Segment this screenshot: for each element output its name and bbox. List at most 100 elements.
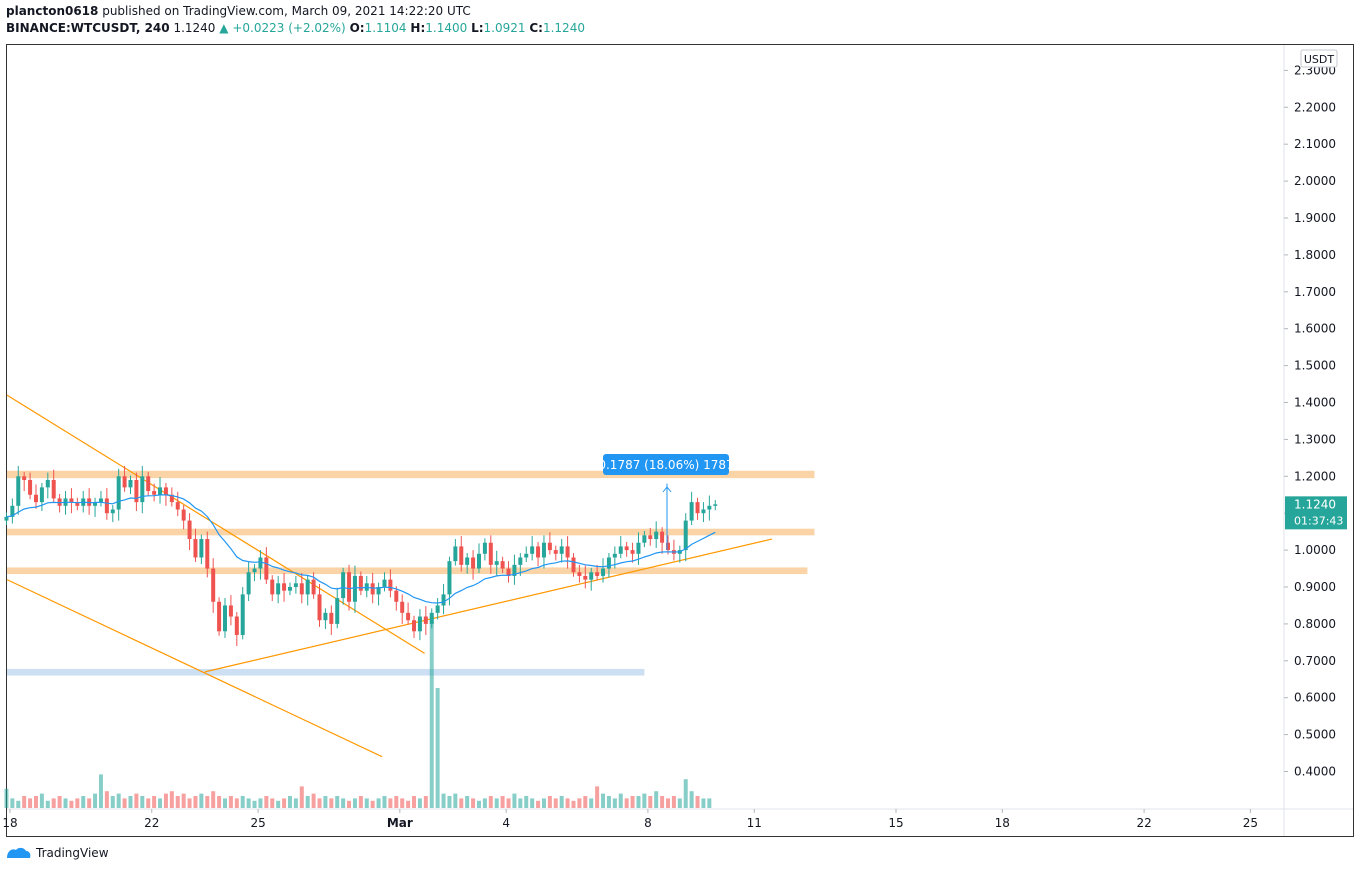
candle[interactable]	[205, 539, 210, 569]
candle[interactable]	[642, 535, 647, 543]
candle[interactable]	[39, 487, 44, 503]
zone-band[interactable]	[7, 668, 645, 676]
candle[interactable]	[116, 476, 121, 510]
candle[interactable]	[228, 605, 233, 617]
candle[interactable]	[612, 553, 617, 558]
candle[interactable]	[10, 505, 15, 517]
candle[interactable]	[648, 535, 653, 540]
candle[interactable]	[16, 476, 21, 506]
candle[interactable]	[33, 494, 38, 503]
tradingview-footer[interactable]: TradingView	[6, 846, 109, 860]
candle[interactable]	[146, 476, 151, 492]
zone-band[interactable]	[7, 567, 808, 575]
trendline[interactable]	[6, 579, 383, 758]
candle[interactable]	[199, 539, 204, 558]
candle[interactable]	[276, 583, 281, 595]
candle[interactable]	[258, 557, 263, 569]
candle[interactable]	[512, 564, 517, 576]
candle[interactable]	[264, 557, 269, 580]
candle[interactable]	[110, 509, 115, 514]
candle[interactable]	[223, 605, 228, 632]
candle[interactable]	[465, 557, 470, 565]
candle[interactable]	[246, 572, 251, 595]
candle[interactable]	[412, 620, 417, 632]
candle[interactable]	[553, 550, 558, 554]
candle[interactable]	[423, 616, 428, 624]
candle[interactable]	[654, 531, 659, 540]
candle[interactable]	[441, 594, 446, 606]
candle[interactable]	[689, 502, 694, 521]
measure-box[interactable]	[603, 454, 729, 475]
candle[interactable]	[287, 587, 292, 591]
zone-band[interactable]	[7, 528, 815, 536]
candle[interactable]	[163, 487, 168, 495]
currency-badge[interactable]	[1300, 49, 1338, 68]
candle[interactable]	[660, 531, 665, 543]
candle[interactable]	[683, 520, 688, 551]
candle[interactable]	[488, 542, 493, 565]
candle[interactable]	[293, 583, 298, 587]
candle[interactable]	[666, 542, 671, 551]
candle[interactable]	[701, 509, 706, 514]
last-price-tag[interactable]	[1285, 496, 1347, 530]
symbol-label[interactable]: BINANCE:WTCUSDT, 240	[6, 21, 170, 35]
candle[interactable]	[28, 479, 33, 495]
candle[interactable]	[589, 572, 594, 580]
candle[interactable]	[122, 476, 127, 488]
candle[interactable]	[618, 546, 623, 554]
candle[interactable]	[128, 479, 133, 488]
candle[interactable]	[335, 598, 340, 624]
candle[interactable]	[240, 594, 245, 635]
candle[interactable]	[370, 583, 375, 595]
candle[interactable]	[595, 572, 600, 576]
candle[interactable]	[482, 542, 487, 554]
candle[interactable]	[358, 575, 363, 591]
candle[interactable]	[376, 587, 381, 595]
candle[interactable]	[158, 487, 163, 495]
trendline[interactable]	[6, 394, 425, 654]
candle[interactable]	[453, 546, 458, 562]
candle[interactable]	[417, 616, 422, 632]
candle[interactable]	[311, 579, 316, 595]
candle[interactable]	[347, 572, 352, 602]
candle[interactable]	[471, 557, 476, 569]
candle[interactable]	[459, 546, 464, 565]
candle[interactable]	[476, 553, 481, 569]
candle[interactable]	[559, 546, 564, 554]
candle[interactable]	[193, 539, 198, 558]
candle[interactable]	[152, 491, 157, 495]
candle[interactable]	[536, 546, 541, 558]
candle[interactable]	[352, 575, 357, 602]
candle[interactable]	[500, 561, 505, 569]
candle[interactable]	[45, 479, 50, 488]
candle[interactable]	[571, 557, 576, 573]
candle[interactable]	[524, 553, 529, 558]
candle[interactable]	[270, 579, 275, 595]
zone-band[interactable]	[7, 470, 815, 479]
candle[interactable]	[601, 568, 606, 576]
candle[interactable]	[329, 612, 334, 624]
candle[interactable]	[429, 612, 434, 624]
candle[interactable]	[252, 568, 257, 573]
candle[interactable]	[299, 583, 304, 595]
candle[interactable]	[518, 557, 523, 565]
candle[interactable]	[547, 542, 552, 551]
candle[interactable]	[707, 505, 712, 510]
candle[interactable]	[305, 579, 310, 595]
candle[interactable]	[282, 583, 287, 591]
candle[interactable]	[583, 575, 588, 580]
candle[interactable]	[713, 504, 718, 506]
candle[interactable]	[435, 605, 440, 613]
candle[interactable]	[541, 542, 546, 558]
candle[interactable]	[577, 572, 582, 576]
candle[interactable]	[565, 546, 570, 558]
candle[interactable]	[400, 601, 405, 613]
candle[interactable]	[22, 476, 27, 480]
candle[interactable]	[695, 502, 700, 514]
candle[interactable]	[406, 612, 411, 621]
candle[interactable]	[506, 568, 511, 576]
candle[interactable]	[217, 601, 222, 632]
trendline[interactable]	[204, 538, 773, 673]
candle[interactable]	[636, 542, 641, 554]
